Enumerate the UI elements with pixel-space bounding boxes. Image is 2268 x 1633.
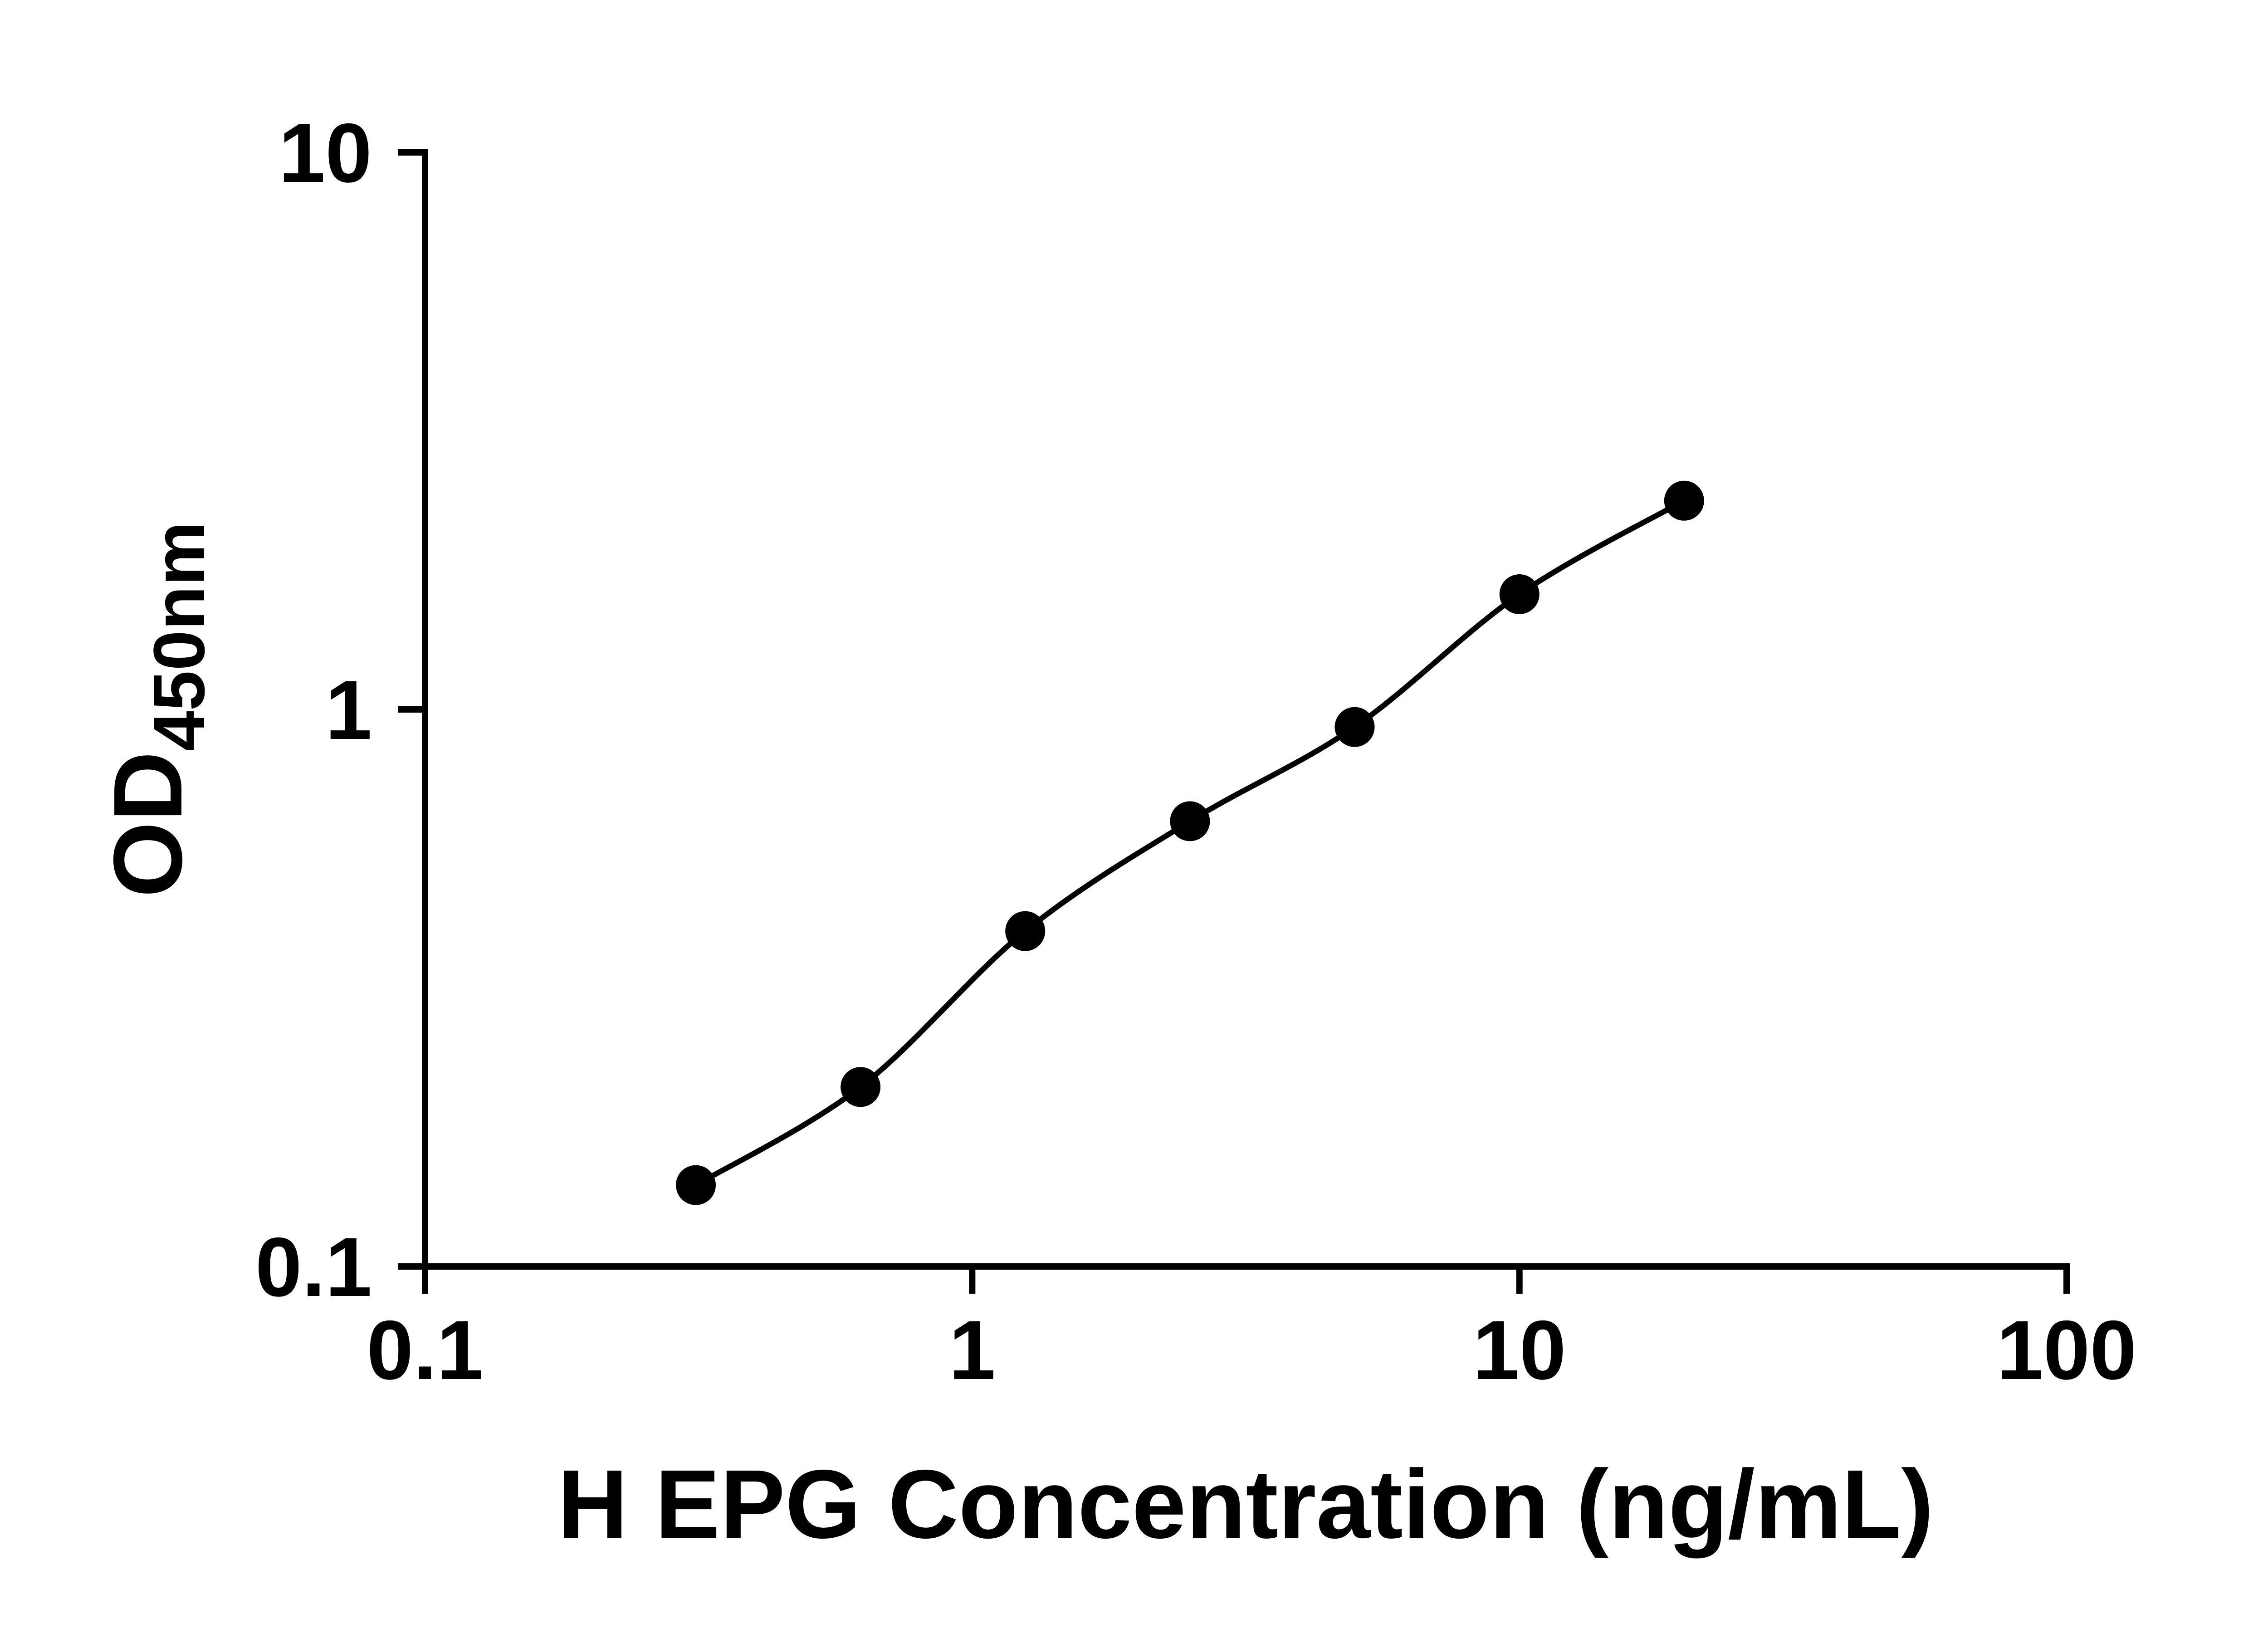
x-tick-label: 0.1 bbox=[367, 1304, 483, 1397]
data-point-marker bbox=[1664, 480, 1704, 521]
y-axis-title-main: OD bbox=[93, 751, 202, 898]
data-point-marker bbox=[1005, 911, 1046, 951]
y-tick-label: 10 bbox=[279, 107, 372, 200]
x-tick-label: 1 bbox=[949, 1304, 996, 1397]
x-tick-label: 10 bbox=[1473, 1304, 1566, 1397]
data-point-marker bbox=[1334, 707, 1375, 747]
y-axis-title: OD450nm bbox=[93, 521, 220, 897]
data-point-marker bbox=[1499, 574, 1540, 614]
y-tick-label: 1 bbox=[325, 664, 372, 757]
axes: 0.1 1 10 100 0.1 1 10 bbox=[255, 107, 2137, 1397]
x-axis-title: H EPG Concentration (ng/mL) bbox=[557, 1449, 1934, 1559]
data-point-marker bbox=[1170, 801, 1210, 841]
data-points bbox=[676, 480, 1704, 1205]
y-tick-label: 0.1 bbox=[255, 1221, 372, 1314]
y-axis-title-subscript: 450nm bbox=[138, 521, 220, 751]
x-tick-label: 100 bbox=[1997, 1304, 2137, 1397]
axis-frame bbox=[422, 149, 2070, 1270]
data-point-marker bbox=[676, 1165, 716, 1205]
data-point-marker bbox=[841, 1067, 881, 1107]
